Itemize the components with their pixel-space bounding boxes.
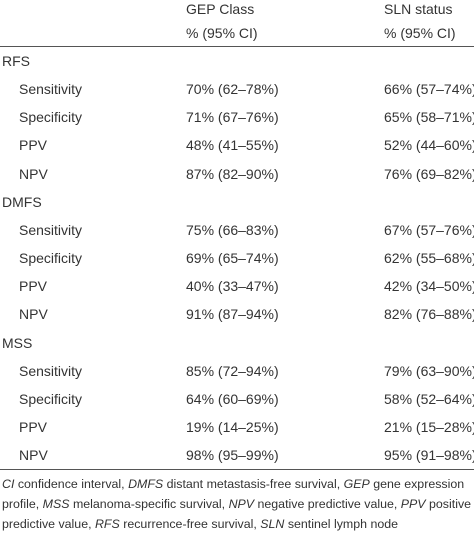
sln-value-cell: 82% (76–88%) <box>384 306 474 323</box>
footnote-definition: gene expression profile, <box>2 477 465 511</box>
gep-value-cell: 87% (82–90%) <box>186 165 279 182</box>
metric-label: Sensitivity <box>19 362 83 379</box>
footnote-abbreviation: MSS <box>42 497 70 511</box>
footnote-abbreviation: NPV <box>228 497 255 511</box>
sln-value-cell: 76% (69–82%) <box>384 165 474 182</box>
metric-label: PPV <box>19 137 48 154</box>
table-group-row: MSS <box>0 329 474 357</box>
footnote-abbreviation: RFS <box>94 517 120 531</box>
metric-label: NPV <box>19 447 48 464</box>
sln-value-cell: 21% (15–28%) <box>384 418 474 435</box>
table-footnote: CI confidence interval, DMFS distant met… <box>2 474 472 534</box>
group-label: RFS <box>2 53 30 69</box>
sln-value-cell: 65% (58–71%) <box>384 109 474 126</box>
table-row: Specificity 71% (67–76%) 65% (58–71%) <box>0 103 474 131</box>
gep-value-cell: 64% (60–69%) <box>186 390 279 407</box>
table-row: Sensitivity 75% (66–83%) 67% (57–76%) <box>0 216 474 244</box>
sln-value-cell: 67% (57–76%) <box>384 221 474 238</box>
footnote-definition: sentinel lymph node <box>284 517 399 531</box>
metric-label: Sensitivity <box>19 221 83 238</box>
footnote-abbreviation: PPV <box>400 497 426 511</box>
sln-value-cell: 62% (55–68%) <box>384 250 474 267</box>
gep-value-cell: 85% (72–94%) <box>186 362 279 379</box>
metric-label: NPV <box>19 306 48 323</box>
table-header: GEP Class % (95% CI) SLN status % (95% C… <box>0 0 474 46</box>
table-row: Specificity 69% (65–74%) 62% (55–68%) <box>0 244 474 272</box>
sln-value-cell: 66% (57–74%) <box>384 81 474 98</box>
footnote-definition: negative predictive value, <box>254 497 401 511</box>
table-row: NPV 91% (87–94%) 82% (76–88%) <box>0 300 474 328</box>
header-rule <box>0 46 474 47</box>
sln-value-cell: 58% (52–64%) <box>384 390 474 407</box>
gep-value-cell: 70% (62–78%) <box>186 81 279 98</box>
table-row: Specificity 64% (60–69%) 58% (52–64%) <box>0 385 474 413</box>
footnote-abbreviation: CI <box>2 477 15 491</box>
sln-value-cell: 79% (63–90%) <box>384 362 474 379</box>
footnote-definition: confidence interval, <box>14 477 129 491</box>
table-row: PPV 19% (14–25%) 21% (15–28%) <box>0 413 474 441</box>
footnote-definition: recurrence-free survival, <box>119 517 261 531</box>
table-group-row: RFS <box>0 47 474 75</box>
group-label: DMFS <box>2 193 42 210</box>
table-bottom-rule <box>0 469 474 470</box>
table-row: Sensitivity 70% (62–78%) 66% (57–74%) <box>0 75 474 103</box>
table-row: Sensitivity 85% (72–94%) 79% (63–90%) <box>0 357 474 385</box>
gep-value-cell: 98% (95–99%) <box>186 447 279 464</box>
sln-column-unit: % (95% CI) <box>384 25 456 41</box>
sln-value-cell: 42% (34–50%) <box>384 278 474 295</box>
footnote-abbreviation: DMFS <box>128 477 164 491</box>
footnote-abbreviation: SLN <box>260 517 285 531</box>
footnote-definition: melanoma-specific survival, <box>69 497 229 511</box>
metric-label: Sensitivity <box>19 81 83 98</box>
gep-column-title: GEP Class <box>186 1 255 17</box>
table-row: NPV 98% (95–99%) 95% (91–98%) <box>0 441 474 469</box>
table-row: NPV 87% (82–90%) 76% (69–82%) <box>0 160 474 188</box>
group-label: MSS <box>2 334 33 351</box>
footnote-definition: distant metastasis-free survival, <box>163 477 344 491</box>
metric-label: Specificity <box>19 250 83 267</box>
gep-column-unit: % (95% CI) <box>186 25 258 41</box>
metric-label: PPV <box>19 278 48 295</box>
footnote-abbreviation: GEP <box>343 477 370 491</box>
table-row: PPV 40% (33–47%) 42% (34–50%) <box>0 272 474 300</box>
footnote-definition: positive predictive value, <box>2 497 472 531</box>
gep-value-cell: 75% (66–83%) <box>186 221 279 238</box>
sln-column-title: SLN status <box>384 1 453 17</box>
sln-value-cell: 52% (44–60%) <box>384 137 474 154</box>
sln-value-cell: 95% (91–98%) <box>384 447 474 464</box>
metric-label: PPV <box>19 418 48 435</box>
gep-value-cell: 19% (14–25%) <box>186 418 279 435</box>
gep-value-cell: 48% (41–55%) <box>186 137 279 154</box>
gep-value-cell: 71% (67–76%) <box>186 109 279 126</box>
gep-value-cell: 91% (87–94%) <box>186 306 279 323</box>
metric-label: NPV <box>19 165 48 182</box>
metric-label: Specificity <box>19 390 83 407</box>
metric-label: Specificity <box>19 109 83 126</box>
table-row: PPV 48% (41–55%) 52% (44–60%) <box>0 131 474 159</box>
gep-value-cell: 40% (33–47%) <box>186 278 279 295</box>
table-group-row: DMFS <box>0 188 474 216</box>
gep-value-cell: 69% (65–74%) <box>186 250 279 267</box>
